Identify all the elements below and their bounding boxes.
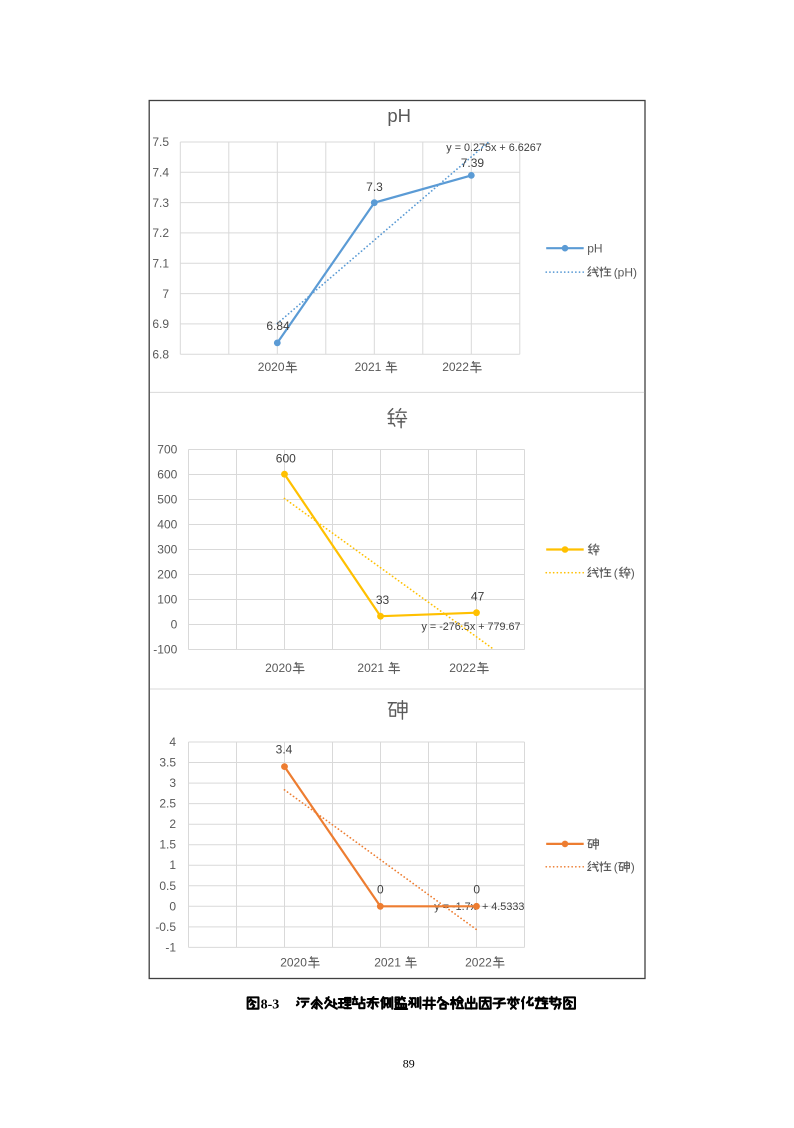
svg-text:2022: 2022 — [442, 360, 469, 374]
svg-text:7.3: 7.3 — [366, 180, 383, 194]
svg-text:7.4: 7.4 — [152, 166, 169, 180]
svg-text:600: 600 — [157, 468, 177, 482]
svg-text:3.4: 3.4 — [276, 743, 293, 757]
svg-text:89: 89 — [403, 1056, 415, 1070]
svg-text:-1: -1 — [165, 940, 176, 954]
svg-text:7.39: 7.39 — [461, 156, 485, 170]
svg-text:2.5: 2.5 — [159, 797, 176, 811]
svg-text:500: 500 — [157, 493, 177, 507]
svg-text:7: 7 — [162, 287, 169, 301]
svg-text:700: 700 — [157, 443, 177, 457]
svg-text:7.5: 7.5 — [152, 135, 169, 149]
svg-text:4: 4 — [169, 735, 176, 749]
svg-text:2021: 2021 — [355, 360, 382, 374]
svg-text:3: 3 — [169, 776, 176, 790]
svg-text:(: ( — [614, 566, 618, 580]
svg-text:pH: pH — [387, 105, 411, 126]
svg-text:1.5: 1.5 — [159, 838, 176, 852]
svg-text:7.3: 7.3 — [152, 196, 169, 210]
svg-text:7.1: 7.1 — [152, 257, 169, 271]
svg-text:0: 0 — [377, 883, 384, 897]
svg-text:2020: 2020 — [265, 661, 292, 675]
svg-text:33: 33 — [376, 593, 390, 607]
svg-text:-0.5: -0.5 — [155, 920, 176, 934]
svg-text:(: ( — [614, 860, 618, 874]
svg-text:6.9: 6.9 — [152, 317, 169, 331]
svg-text:2022: 2022 — [465, 955, 492, 969]
svg-text:y = -276.5x + 779.67: y = -276.5x + 779.67 — [422, 621, 521, 633]
svg-text:8-3: 8-3 — [261, 997, 280, 1012]
svg-text:6.8: 6.8 — [152, 347, 169, 361]
svg-text:0.5: 0.5 — [159, 879, 176, 893]
svg-text:2020: 2020 — [280, 955, 307, 969]
svg-text:2021: 2021 — [374, 955, 401, 969]
svg-text:+ 4.5333: + 4.5333 — [482, 901, 524, 913]
svg-text:100: 100 — [157, 593, 177, 607]
svg-text:300: 300 — [157, 543, 177, 557]
svg-text:0: 0 — [473, 883, 480, 897]
svg-text:400: 400 — [157, 518, 177, 532]
svg-text:1: 1 — [169, 858, 176, 872]
svg-text:y = 0.275x + 6.6267: y = 0.275x + 6.6267 — [446, 142, 541, 154]
svg-text:0: 0 — [171, 618, 178, 632]
svg-text:200: 200 — [157, 568, 177, 582]
svg-text:2022: 2022 — [449, 661, 476, 675]
svg-text:0: 0 — [169, 899, 176, 913]
svg-text:47: 47 — [471, 590, 485, 604]
svg-text:2: 2 — [169, 817, 176, 831]
svg-text:7.2: 7.2 — [152, 226, 169, 240]
svg-text:2020: 2020 — [258, 360, 285, 374]
svg-text:2021: 2021 — [357, 661, 384, 675]
svg-text:6.84: 6.84 — [266, 319, 290, 333]
svg-text:): ) — [631, 566, 635, 580]
svg-text:600: 600 — [276, 452, 296, 466]
svg-text:pH: pH — [587, 242, 602, 256]
svg-text:): ) — [631, 860, 635, 874]
svg-text:-100: -100 — [153, 643, 177, 657]
svg-text:(pH): (pH) — [614, 265, 637, 279]
svg-text:3.5: 3.5 — [159, 756, 176, 770]
